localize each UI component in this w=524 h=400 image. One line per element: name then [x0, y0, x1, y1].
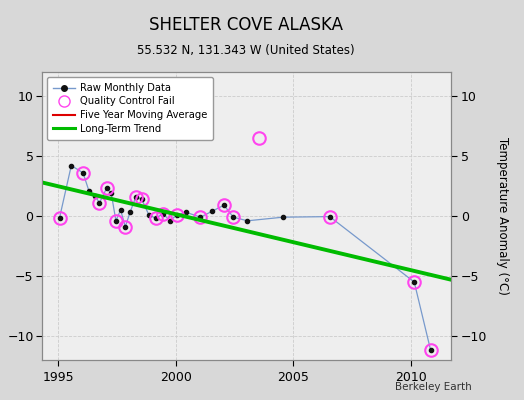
Legend: Raw Monthly Data, Quality Control Fail, Five Year Moving Average, Long-Term Tren: Raw Monthly Data, Quality Control Fail, …	[47, 77, 213, 140]
Text: 55.532 N, 131.343 W (United States): 55.532 N, 131.343 W (United States)	[137, 44, 355, 57]
Y-axis label: Temperature Anomaly (°C): Temperature Anomaly (°C)	[496, 137, 509, 295]
Text: SHELTER COVE ALASKA: SHELTER COVE ALASKA	[149, 16, 343, 34]
Text: Berkeley Earth: Berkeley Earth	[395, 382, 472, 392]
